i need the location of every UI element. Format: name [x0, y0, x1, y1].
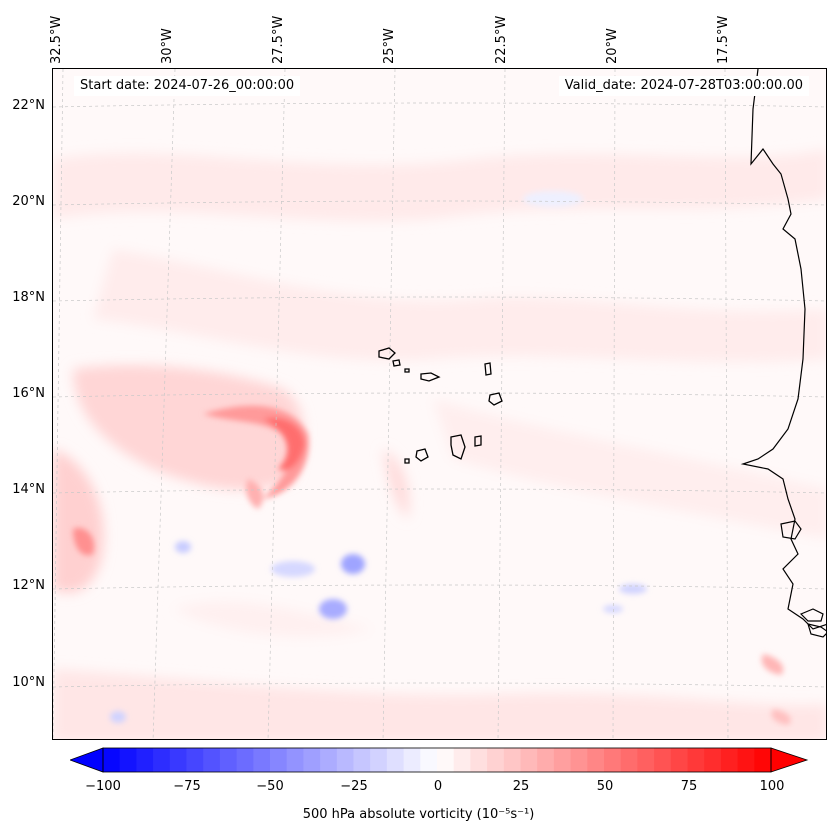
colorbar-segment	[336, 748, 354, 772]
island-santiago	[450, 434, 466, 460]
lon-label-32-5w: 32.5°W	[49, 15, 64, 64]
cbar-tick-minus-50: −50	[256, 779, 284, 794]
island-santa-luzia	[404, 368, 410, 373]
island-sao-vicente	[392, 359, 401, 367]
island-brava	[404, 458, 410, 464]
cbar-tick-50: 50	[596, 779, 614, 794]
colorbar-segment	[403, 748, 421, 772]
cape-verde-islands	[378, 347, 503, 464]
island-santo-antao	[378, 347, 396, 360]
island-sao-nicolau	[420, 372, 441, 382]
colorbar-segment	[420, 748, 438, 772]
island-boa-vista	[488, 392, 503, 406]
colorbar-segment	[437, 748, 455, 772]
colorbar-segment	[587, 748, 605, 772]
colorbar-segment	[270, 748, 288, 772]
lat-label-10n: 10°N	[12, 675, 45, 690]
colorbar-segment	[687, 748, 705, 772]
colorbar-segment	[219, 748, 238, 772]
colorbar-segment	[487, 748, 505, 772]
colorbar-segment	[620, 748, 638, 772]
colorbar-segment	[103, 748, 121, 772]
colorbar-border	[102, 747, 772, 773]
negative-vorticity	[110, 191, 647, 723]
lon-label-20w: 20°W	[605, 28, 620, 64]
colorbar-segment	[186, 748, 204, 772]
colorbar	[70, 747, 809, 773]
colorbar-segment	[637, 748, 655, 772]
vorticity-field	[53, 149, 826, 739]
colorbar-segment	[236, 748, 254, 772]
colorbar-segment	[370, 748, 388, 772]
colorbar-segment	[537, 748, 555, 772]
start-date-label: Start date: 2024-07-26_00:00:00	[74, 76, 301, 96]
colorbar-segment	[153, 748, 171, 772]
cbar-tick-0: 0	[433, 779, 443, 794]
lon-label-22-5w: 22.5°W	[494, 15, 509, 64]
colorbar-label: 500 hPa absolute vorticity (10⁻⁵s⁻¹)	[302, 807, 535, 822]
cbar-tick-25: 25	[512, 779, 530, 794]
colorbar-segment	[503, 748, 521, 772]
valid-date-label: Valid_date: 2024-07-28T03:00:00.00	[558, 76, 809, 96]
vorticity-maxima	[73, 405, 791, 725]
colorbar-segment	[320, 748, 338, 772]
colorbar-segment	[386, 748, 405, 772]
lon-label-27-5w: 27.5°W	[271, 15, 286, 64]
colorbar-segment	[470, 748, 488, 772]
cbar-tick-minus-75: −75	[173, 779, 201, 794]
colorbar-segment	[303, 748, 321, 772]
island-sal	[484, 362, 492, 376]
lon-label-17-5w: 17.5°W	[716, 15, 731, 64]
island-fogo	[415, 448, 429, 462]
colorbar-segment	[353, 748, 371, 772]
map-panel	[52, 68, 827, 740]
colorbar-segment	[136, 748, 154, 772]
lat-label-20n: 20°N	[12, 194, 45, 209]
colorbar-segment	[754, 748, 772, 772]
colorbar-segment	[169, 748, 187, 772]
colorbar-segment	[670, 748, 688, 772]
coastline	[740, 69, 826, 638]
vorticity-map	[53, 69, 826, 739]
colorbar-segment	[704, 748, 722, 772]
lat-label-14n: 14°N	[12, 482, 45, 497]
lon-label-25w: 25°W	[382, 28, 397, 64]
cbar-tick-minus-25: −25	[340, 779, 368, 794]
colorbar-segment	[737, 748, 755, 772]
colorbar-segment	[203, 748, 221, 772]
colorbar-extend-min	[70, 747, 104, 773]
colorbar-segment	[720, 748, 739, 772]
colorbar-segment	[570, 748, 588, 772]
colorbar-segment	[453, 748, 471, 772]
cbar-tick-75: 75	[680, 779, 698, 794]
graticule	[53, 69, 826, 739]
colorbar-segment	[604, 748, 622, 772]
colorbar-segment	[286, 748, 304, 772]
colorbar-extend-max	[770, 747, 809, 773]
colorbar-segment	[553, 748, 572, 772]
colorbar-segment	[654, 748, 672, 772]
island-maio	[474, 435, 482, 447]
lon-label-30w: 30°W	[160, 28, 175, 64]
cbar-tick-100: 100	[759, 779, 785, 794]
colorbar-segment	[253, 748, 271, 772]
colorbar-segment	[520, 748, 538, 772]
cbar-tick-minus-100: −100	[85, 779, 121, 794]
lat-label-18n: 18°N	[12, 290, 45, 305]
lat-label-22n: 22°N	[12, 98, 45, 113]
lat-label-16n: 16°N	[12, 386, 45, 401]
colorbar-segment	[119, 748, 137, 772]
lat-label-12n: 12°N	[12, 578, 45, 593]
